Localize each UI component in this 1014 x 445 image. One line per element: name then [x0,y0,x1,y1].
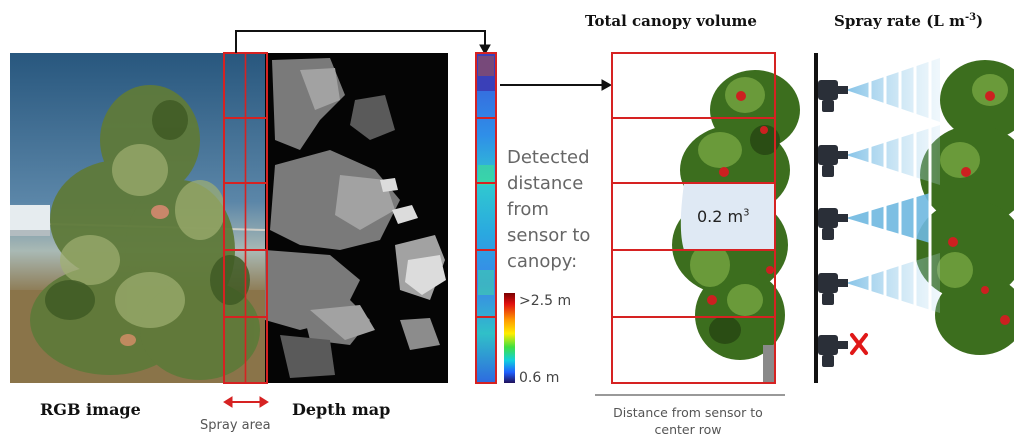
arrow-icon [500,79,613,91]
canopy-tree [672,70,800,383]
spray-rate-panel [814,50,1014,383]
spray-area-label: Spray area [200,418,271,433]
legend-min-label: 0.6 m [519,370,560,386]
distance-axis-label: Distance from sensor to center row [588,404,788,438]
detected-line: distance [507,173,584,194]
spray-area-arrow-icon [223,396,269,408]
color-legend [504,293,515,383]
spray-beam [846,50,940,320]
detected-distance-text: Detected distance from sensor to canopy: [507,145,590,275]
distance-label-line: center row [654,422,722,437]
cross-icon [850,333,868,355]
canopy-volume-grid [611,52,776,384]
depth-map [265,53,448,383]
detected-line: Detected [507,147,590,168]
depth-map-label: Depth map [292,400,391,419]
volume-value: 0.2 m3 [697,207,750,226]
detected-line: sensor to [507,225,591,246]
spray-area-grid [223,52,268,384]
distance-strip [475,52,497,384]
canopy-volume-title: Total canopy volume [585,12,757,30]
bracket-arrow-icon [235,30,491,56]
rgb-image [10,53,266,383]
nozzle-icon [818,80,848,367]
distance-label-line: Distance from sensor to [613,405,763,420]
legend-max-label: >2.5 m [519,293,572,309]
rgb-image-label: RGB image [40,400,141,419]
detected-line: from [507,199,549,220]
spray-rate-title: Spray rate (L m-3) [834,12,984,30]
detected-line: canopy: [507,251,578,272]
